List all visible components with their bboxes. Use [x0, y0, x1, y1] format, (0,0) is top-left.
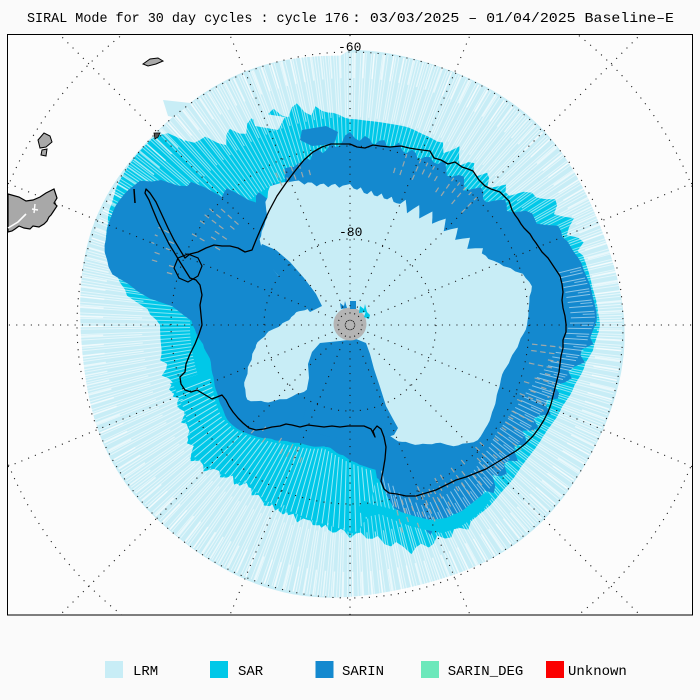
svg-text:SARIN: SARIN [342, 664, 384, 680]
svg-text:-80: -80 [339, 225, 362, 240]
svg-text:: 03/03/2025 – 01/04/2025 Base: : 03/03/2025 – 01/04/2025 Baseline–E [352, 11, 674, 27]
svg-text:LRM: LRM [133, 664, 158, 680]
svg-text:SAR: SAR [238, 664, 264, 680]
svg-text:-60: -60 [338, 40, 361, 55]
svg-text:Unknown: Unknown [568, 664, 627, 680]
svg-text:SIRAL Mode for 30 day cycles :: SIRAL Mode for 30 day cycles : cycle 176 [27, 11, 349, 27]
svg-text:SARIN_DEG: SARIN_DEG [448, 664, 524, 680]
